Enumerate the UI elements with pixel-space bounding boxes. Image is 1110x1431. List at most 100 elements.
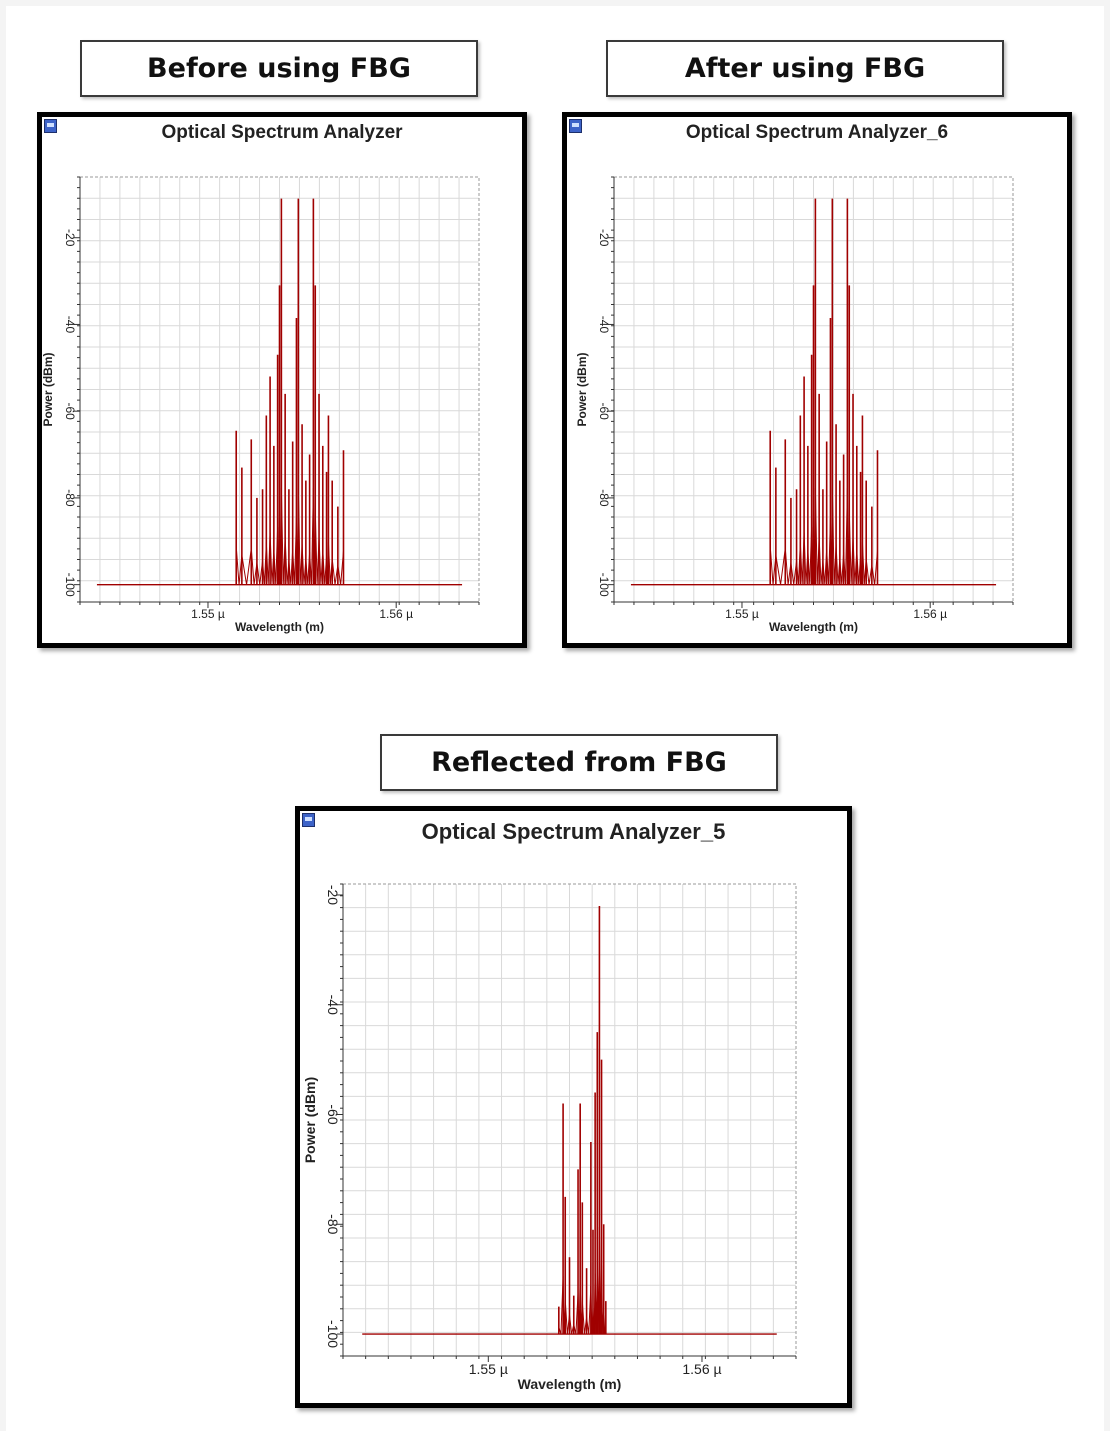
- spectrum-skirt: [295, 488, 299, 585]
- spectrum-skirt: [241, 548, 252, 585]
- spectrum-skirt: [590, 1286, 594, 1335]
- y-tick-label: -100: [597, 573, 611, 597]
- spectrum-skirt: [284, 536, 290, 585]
- spectrum-skirt: [322, 549, 328, 585]
- spectrum-skirt: [799, 532, 805, 585]
- y-tick-label: -80: [597, 489, 611, 507]
- y-tick-label: -40: [325, 995, 341, 1015]
- caption-before: Before using FBG: [80, 40, 478, 97]
- spectrum-skirt: [337, 551, 344, 585]
- y-tick-label: -80: [325, 1214, 341, 1234]
- spectrum-skirt: [601, 1265, 605, 1335]
- chart-title: Optical Spectrum Analyzer_6: [685, 122, 949, 143]
- spectrum-skirt: [314, 509, 320, 585]
- spectrum-skirt: [265, 532, 271, 585]
- chart-title: Optical Spectrum Analyzer_5: [421, 819, 726, 844]
- spectrum-skirt: [848, 509, 854, 585]
- spectrum-skirt: [292, 517, 297, 585]
- spectrum-skirt: [262, 542, 267, 585]
- spectrum-skirt: [790, 560, 798, 585]
- spectrum-skirt: [784, 548, 792, 585]
- y-tick-label: -100: [325, 1320, 341, 1348]
- x-tick-label: 1.55 µ: [725, 607, 759, 621]
- spectrum-skirt: [577, 1276, 581, 1335]
- spectrum-skirt: [301, 544, 307, 585]
- spectrum-skirt: [594, 1258, 598, 1335]
- spectrum-skirt: [273, 527, 279, 585]
- spectrum-skirt: [865, 558, 873, 585]
- spectrum-plot-before: -20 -40 -60 -80 -100 1.55 µ 1.56 µ Wavelength (…: [41, 176, 480, 634]
- spectrum-skirt: [288, 548, 294, 585]
- x-tick-label: 1.56 µ: [682, 1361, 721, 1377]
- y-tick-label: -100: [63, 573, 77, 597]
- spectrum-skirt: [235, 546, 243, 585]
- y-axis-label: Power (dBm): [575, 352, 589, 426]
- spectrum-skirt: [596, 1227, 600, 1335]
- chart-title: Optical Spectrum Analyzer: [161, 122, 403, 143]
- spectrum-skirt: [871, 551, 878, 585]
- spectrum-skirt: [326, 542, 329, 585]
- y-tick-label: -60: [597, 403, 611, 421]
- spectrum-skirt: [811, 509, 814, 585]
- spectrum-skirt: [818, 536, 824, 585]
- spectrum-skirt: [860, 542, 863, 585]
- spectrum-skirt: [280, 488, 286, 585]
- x-tick-label: 1.56 µ: [379, 607, 413, 621]
- spectrum-skirt: [269, 532, 275, 585]
- spectrum-skirt: [569, 1314, 575, 1335]
- y-tick-label: -40: [63, 316, 77, 334]
- spectrum-skirt: [573, 1292, 579, 1335]
- spectrum-skirt: [562, 1276, 566, 1335]
- spectrum-plot-reflected: -20 -40 -60 -80 -100 1.55 µ 1.56 µ Wavelength (…: [302, 883, 797, 1392]
- chart-panel-before: Optical Spectrum Analyzer -20 -40 -60 -80 -1…: [37, 112, 527, 648]
- caption-after: After using FBG: [606, 40, 1004, 97]
- y-tick-label: -60: [325, 1104, 341, 1124]
- spectrum-skirt: [558, 1276, 564, 1335]
- window-icon: [44, 119, 57, 133]
- spectrum-skirt: [803, 532, 809, 585]
- spectrum-skirt: [256, 560, 264, 585]
- x-axis-label: Wavelength (m): [518, 1376, 622, 1392]
- spectrum-skirt: [297, 488, 303, 585]
- spectrum-skirt: [839, 552, 845, 585]
- spectrum-skirt: [769, 546, 777, 585]
- spectrum-skirt: [598, 1227, 603, 1335]
- x-tick-label: 1.55 µ: [191, 607, 225, 621]
- spectrum-skirt: [279, 488, 282, 585]
- chart-panel-reflected: Optical Spectrum Analyzer_5 -20 -40 -60 -80…: [295, 806, 852, 1408]
- y-tick-label: -20: [325, 885, 341, 905]
- spectrum-skirt: [813, 488, 816, 585]
- spectrum-skirt: [592, 1273, 596, 1335]
- spectrum-skirt: [861, 542, 867, 585]
- spectrum-skirt: [829, 488, 833, 585]
- spectrum-skirt: [856, 549, 862, 585]
- y-axis-label: Power (dBm): [41, 352, 55, 426]
- spectrum-skirt: [835, 544, 841, 585]
- y-tick-label: -60: [63, 403, 77, 421]
- x-axis-label: Wavelength (m): [235, 620, 324, 634]
- spectrum-skirt: [305, 552, 311, 585]
- spectrum-skirt: [775, 548, 786, 585]
- spectrum-skirt: [312, 488, 316, 585]
- spectrum-skirt: [807, 527, 813, 585]
- y-tick-label: -40: [597, 316, 611, 334]
- x-axis-label: Wavelength (m): [769, 620, 858, 634]
- y-axis-label: Power (dBm): [302, 1077, 318, 1163]
- spectrum-skirt: [826, 517, 831, 585]
- spectrum-skirt: [579, 1276, 583, 1335]
- spectrum-skirt: [586, 1286, 592, 1335]
- spectrum-skirt: [822, 548, 828, 585]
- x-tick-label: 1.56 µ: [913, 607, 947, 621]
- y-tick-label: -20: [63, 229, 77, 247]
- y-tick-label: -80: [63, 489, 77, 507]
- spectrum-skirt: [831, 488, 837, 585]
- window-icon: [302, 813, 315, 827]
- spectrum-skirt: [843, 488, 848, 585]
- spectrum-skirt: [603, 1306, 607, 1335]
- spectrum-skirt: [564, 1299, 570, 1335]
- window-icon: [569, 119, 582, 133]
- spectrum-skirt: [331, 558, 339, 585]
- spectrum-skirt: [814, 488, 820, 585]
- spectrum-skirt: [327, 542, 333, 585]
- chart-panel-after: Optical Spectrum Analyzer_6 -20 -40 -60 -80…: [562, 112, 1072, 648]
